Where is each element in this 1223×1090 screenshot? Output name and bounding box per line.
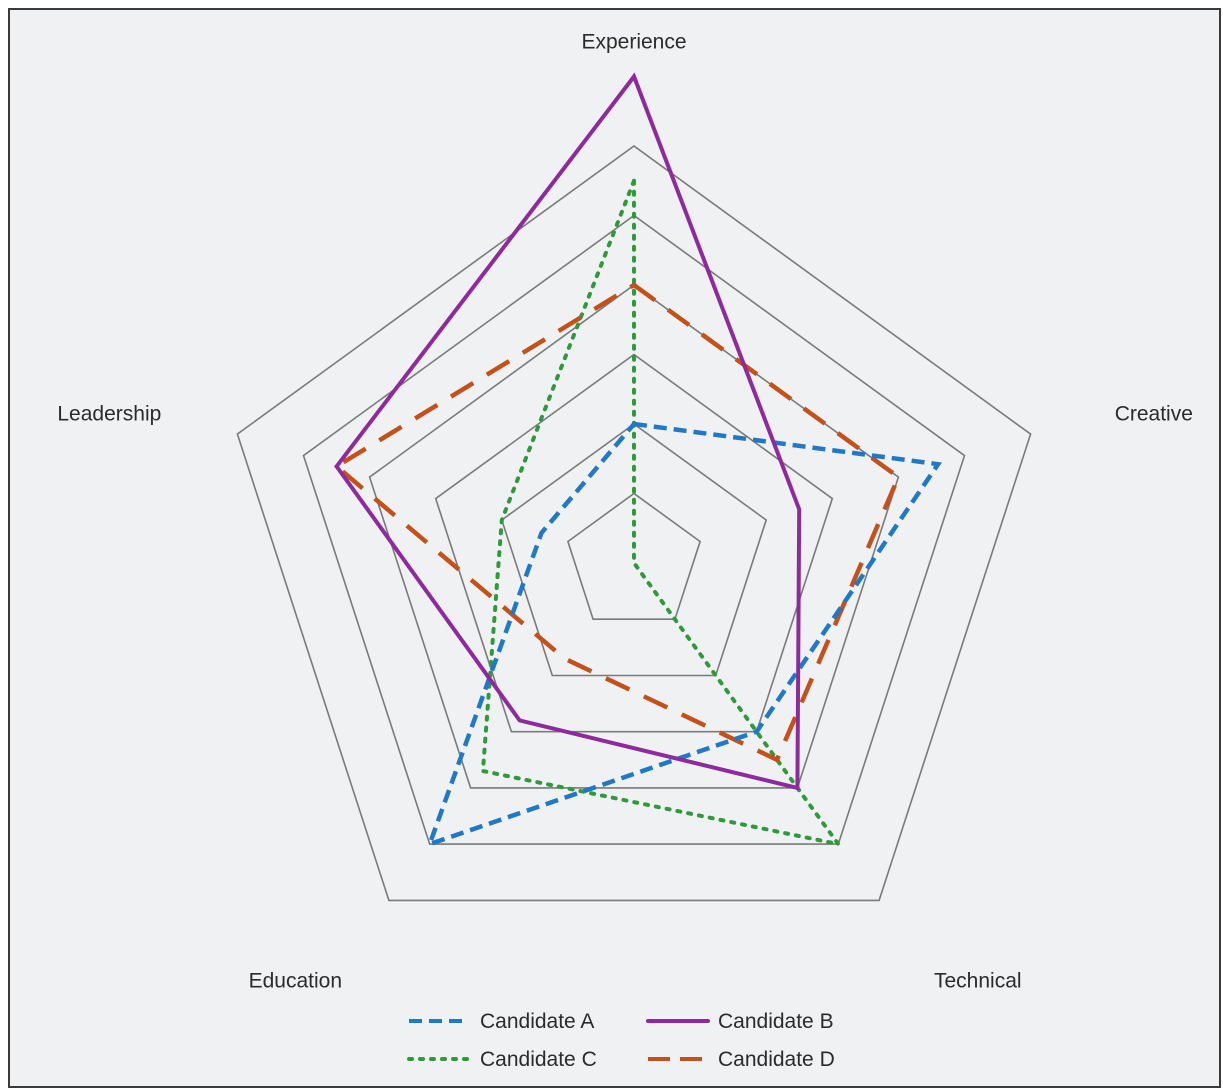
series-line-candidate-b (334, 72, 802, 791)
grid-ring-3 (434, 353, 834, 733)
grid-ring-6 (236, 145, 1032, 902)
grid-ring-1 (566, 492, 702, 621)
legend-label-candidate-c: Candidate C (480, 1048, 597, 1071)
axis-label-experience: Experience (581, 31, 686, 54)
legend: Candidate A Candidate B Candidate C Candida… (407, 1010, 835, 1071)
axis-labels: Experience Creative Technical Education Lead… (57, 31, 1193, 993)
axis-label-education: Education (249, 970, 342, 993)
chart-frame (8, 8, 1221, 1088)
axis-label-leadership: Leadership (57, 403, 161, 426)
legend-label-candidate-d: Candidate D (718, 1048, 835, 1071)
grid (236, 145, 1032, 902)
series (332, 72, 943, 848)
legend-label-candidate-a: Candidate A (480, 1010, 594, 1033)
legend-label-candidate-b: Candidate B (718, 1010, 834, 1033)
series-line-candidate-d (332, 282, 902, 763)
series-line-candidate-a (425, 421, 943, 848)
grid-ring-5 (302, 214, 966, 845)
axis-label-technical: Technical (934, 970, 1022, 993)
series-line-candidate-c (480, 180, 843, 848)
axis-label-creative: Creative (1115, 403, 1193, 426)
grid-ring-2 (500, 423, 768, 677)
